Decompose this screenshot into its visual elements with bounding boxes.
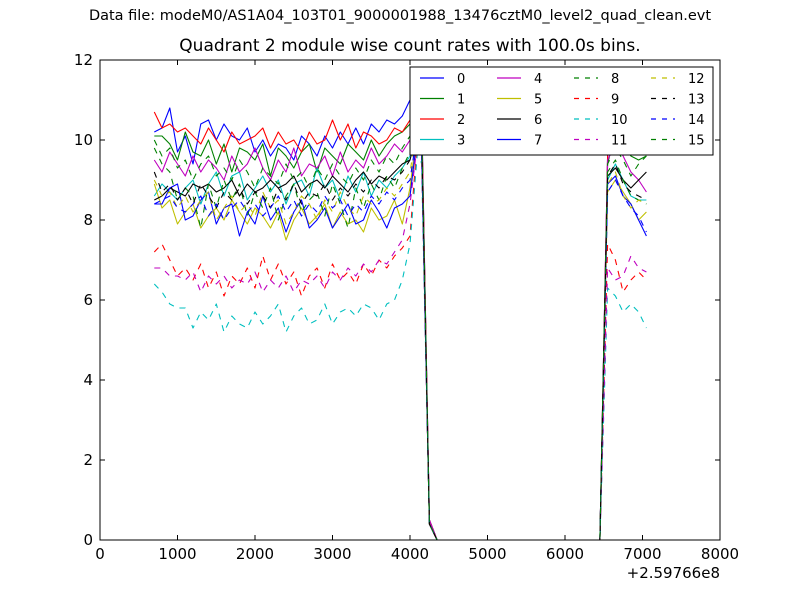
y-tick-label: 8 <box>83 211 93 229</box>
legend-label-12: 12 <box>688 72 705 87</box>
legend-label-6: 6 <box>534 113 542 128</box>
x-offset-label: +2.59766e8 <box>627 564 720 582</box>
y-tick-label: 12 <box>74 51 93 69</box>
y-tick-label: 10 <box>74 131 93 149</box>
series-line-1 <box>154 87 647 540</box>
series-line-2 <box>153 91 647 540</box>
series-line-5 <box>153 123 647 540</box>
legend-label-1: 1 <box>457 93 465 108</box>
axes-frame <box>99 59 721 541</box>
legend-label-0: 0 <box>457 72 465 87</box>
legend-label-3: 3 <box>457 134 465 149</box>
x-tick-label: 4000 <box>391 545 429 563</box>
legend-label-13: 13 <box>688 93 705 108</box>
x-tick-label: 1000 <box>158 545 196 563</box>
series-line-14 <box>154 127 647 540</box>
y-tick-label: 0 <box>83 531 93 549</box>
legend-label-7: 7 <box>534 134 542 149</box>
legend-label-8: 8 <box>611 72 619 87</box>
series-line-8 <box>153 119 647 540</box>
series-line-6 <box>154 127 647 540</box>
legend-label-11: 11 <box>611 134 628 149</box>
series-lines <box>153 71 647 540</box>
chart-title: Quadrant 2 module wise count rates with … <box>179 36 641 56</box>
y-tick-label: 2 <box>83 451 93 469</box>
x-tick-label: 2000 <box>236 545 274 563</box>
series-line-0 <box>154 71 647 540</box>
legend-box <box>409 66 714 156</box>
legend-label-15: 15 <box>688 134 705 149</box>
series-line-7 <box>154 131 647 540</box>
legend-label-10: 10 <box>611 113 628 128</box>
series-line-9 <box>153 131 647 540</box>
series-line-3 <box>153 111 647 540</box>
x-tick-label: 0 <box>95 545 105 563</box>
x-tick-label: 6000 <box>546 545 584 563</box>
series-line-11 <box>154 139 647 540</box>
x-tick-label: 7000 <box>623 545 661 563</box>
legend-label-2: 2 <box>457 113 465 128</box>
legend-label-9: 9 <box>611 93 619 108</box>
series-line-13 <box>153 115 647 540</box>
y-tick-label: 6 <box>83 291 93 309</box>
series-line-15 <box>153 99 647 540</box>
legend-label-14: 14 <box>688 113 705 128</box>
x-tick-label: 5000 <box>468 545 506 563</box>
series-line-10 <box>153 147 647 540</box>
legend-label-5: 5 <box>534 93 542 108</box>
series-line-12 <box>153 123 647 540</box>
figure-suptitle: Data file: modeM0/AS1A04_103T01_90000019… <box>88 8 712 24</box>
x-tick-label: 3000 <box>313 545 351 563</box>
y-tick-label: 4 <box>83 371 93 389</box>
legend-label-4: 4 <box>534 72 542 87</box>
x-tick-label: 8000 <box>701 545 739 563</box>
axis-ticks: 0 1000 2000 3000 4000 5000 6000 7000 80000246810… <box>74 51 739 563</box>
